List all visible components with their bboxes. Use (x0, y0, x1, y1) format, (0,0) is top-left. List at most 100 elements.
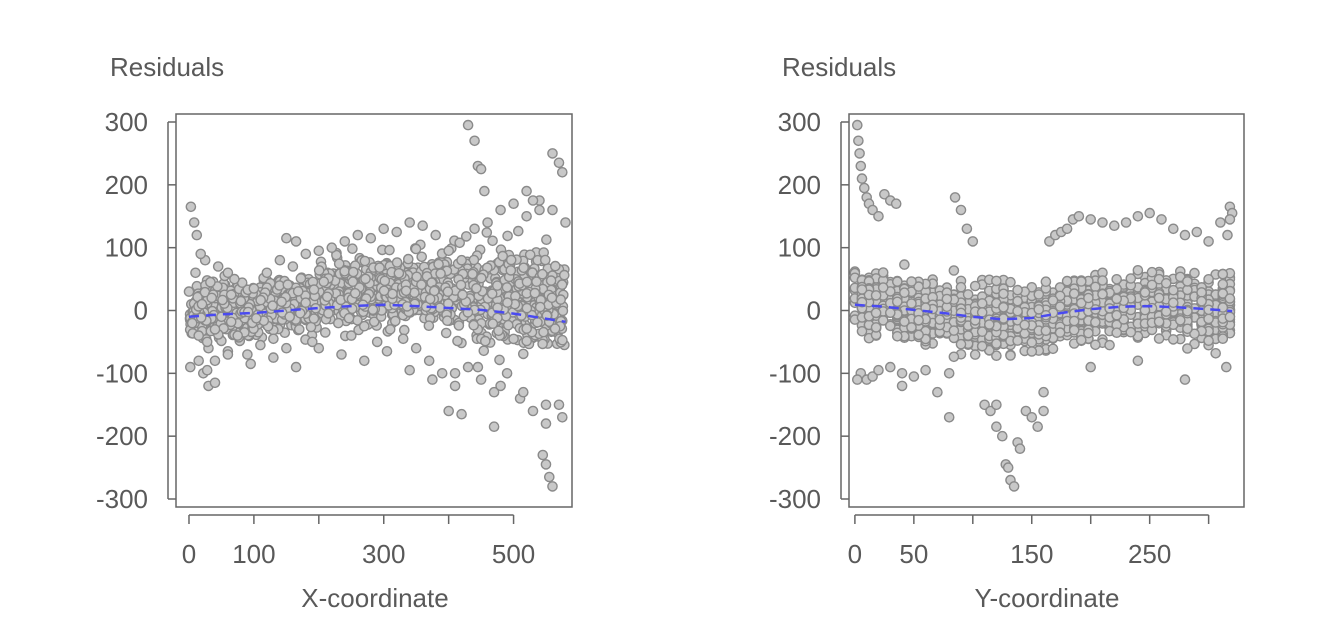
data-point (527, 195, 539, 206)
data-point (855, 160, 867, 172)
data-point (984, 319, 995, 330)
data-point (433, 258, 444, 270)
data-point (410, 342, 422, 354)
data-point (212, 261, 224, 272)
data-point (393, 267, 405, 279)
data-point (430, 229, 442, 241)
data-point (183, 286, 195, 297)
data-point (443, 245, 455, 257)
data-point (892, 276, 903, 287)
data-point (502, 230, 513, 242)
data-point (853, 135, 864, 147)
data-point (932, 386, 943, 398)
data-point (487, 235, 498, 247)
data-point (852, 119, 863, 131)
data-point (209, 355, 221, 367)
data-point (481, 227, 493, 238)
data-point (1038, 386, 1049, 398)
data-point (1038, 405, 1049, 417)
data-point (967, 236, 979, 247)
data-point (217, 294, 228, 306)
data-point (1083, 292, 1094, 304)
data-point (1191, 226, 1203, 238)
data-point (976, 307, 988, 318)
data-point (1203, 313, 1214, 325)
y-tick-label: 300 (778, 107, 821, 137)
data-point (521, 323, 533, 334)
data-point (892, 296, 903, 308)
data-point (1153, 333, 1165, 344)
data-point (890, 198, 902, 209)
data-point (547, 148, 558, 159)
data-point (402, 253, 414, 265)
data-point (453, 320, 465, 331)
data-point (457, 289, 468, 301)
data-point (1168, 334, 1179, 345)
data-point (1026, 411, 1038, 423)
data-point (1120, 217, 1132, 228)
data-point (471, 282, 482, 294)
data-point (885, 320, 896, 332)
data-point (282, 279, 294, 290)
data-point (440, 327, 452, 339)
data-point (391, 257, 403, 268)
data-point (397, 333, 409, 345)
data-point (365, 232, 377, 244)
data-point (323, 308, 334, 319)
data-point (1203, 335, 1214, 347)
data-point (557, 305, 569, 317)
data-point (854, 148, 865, 159)
data-point (540, 459, 552, 470)
data-point (906, 322, 917, 333)
data-point (1005, 350, 1016, 361)
data-point (358, 355, 370, 367)
data-point (1083, 327, 1094, 339)
data-point (991, 421, 1002, 433)
data-point (268, 352, 279, 363)
data-point (961, 223, 973, 235)
y-tick-label: 0 (134, 296, 148, 326)
data-point (462, 361, 474, 373)
data-point (962, 289, 974, 300)
data-point (544, 471, 555, 483)
x-tick-label: 100 (232, 539, 275, 569)
data-point (856, 284, 868, 295)
data-point (531, 276, 542, 288)
data-point (1146, 279, 1158, 291)
data-point (232, 330, 243, 341)
data-point (184, 361, 196, 373)
data-point (505, 254, 517, 266)
data-point (859, 182, 870, 194)
data-point (313, 265, 325, 276)
data-point (1047, 343, 1059, 355)
data-point (378, 223, 390, 235)
data-point (349, 287, 361, 299)
data-point (550, 260, 561, 272)
data-point (494, 354, 505, 366)
data-point (553, 157, 565, 169)
data-point (486, 288, 498, 300)
data-point (345, 330, 357, 341)
data-point (943, 367, 955, 379)
data-point (469, 135, 480, 147)
data-point (556, 279, 568, 291)
data-point (495, 380, 506, 392)
data-point (873, 210, 884, 222)
data-point (540, 254, 551, 266)
data-point (308, 313, 320, 324)
y-axis: 300 200 100 0 -100 -200 -300 (769, 107, 849, 514)
data-point (475, 374, 487, 385)
data-point (479, 185, 490, 197)
data-point (255, 294, 267, 306)
data-point (424, 293, 436, 305)
data-point (381, 345, 393, 357)
data-point (1153, 292, 1165, 304)
data-point (1012, 305, 1023, 317)
data-point (300, 297, 312, 309)
data-point (358, 320, 370, 332)
data-point (1144, 207, 1155, 219)
x-tick-label: 0 (182, 539, 196, 569)
x-tick-label: 500 (492, 539, 535, 569)
data-point (191, 229, 203, 241)
data-point (423, 320, 435, 332)
